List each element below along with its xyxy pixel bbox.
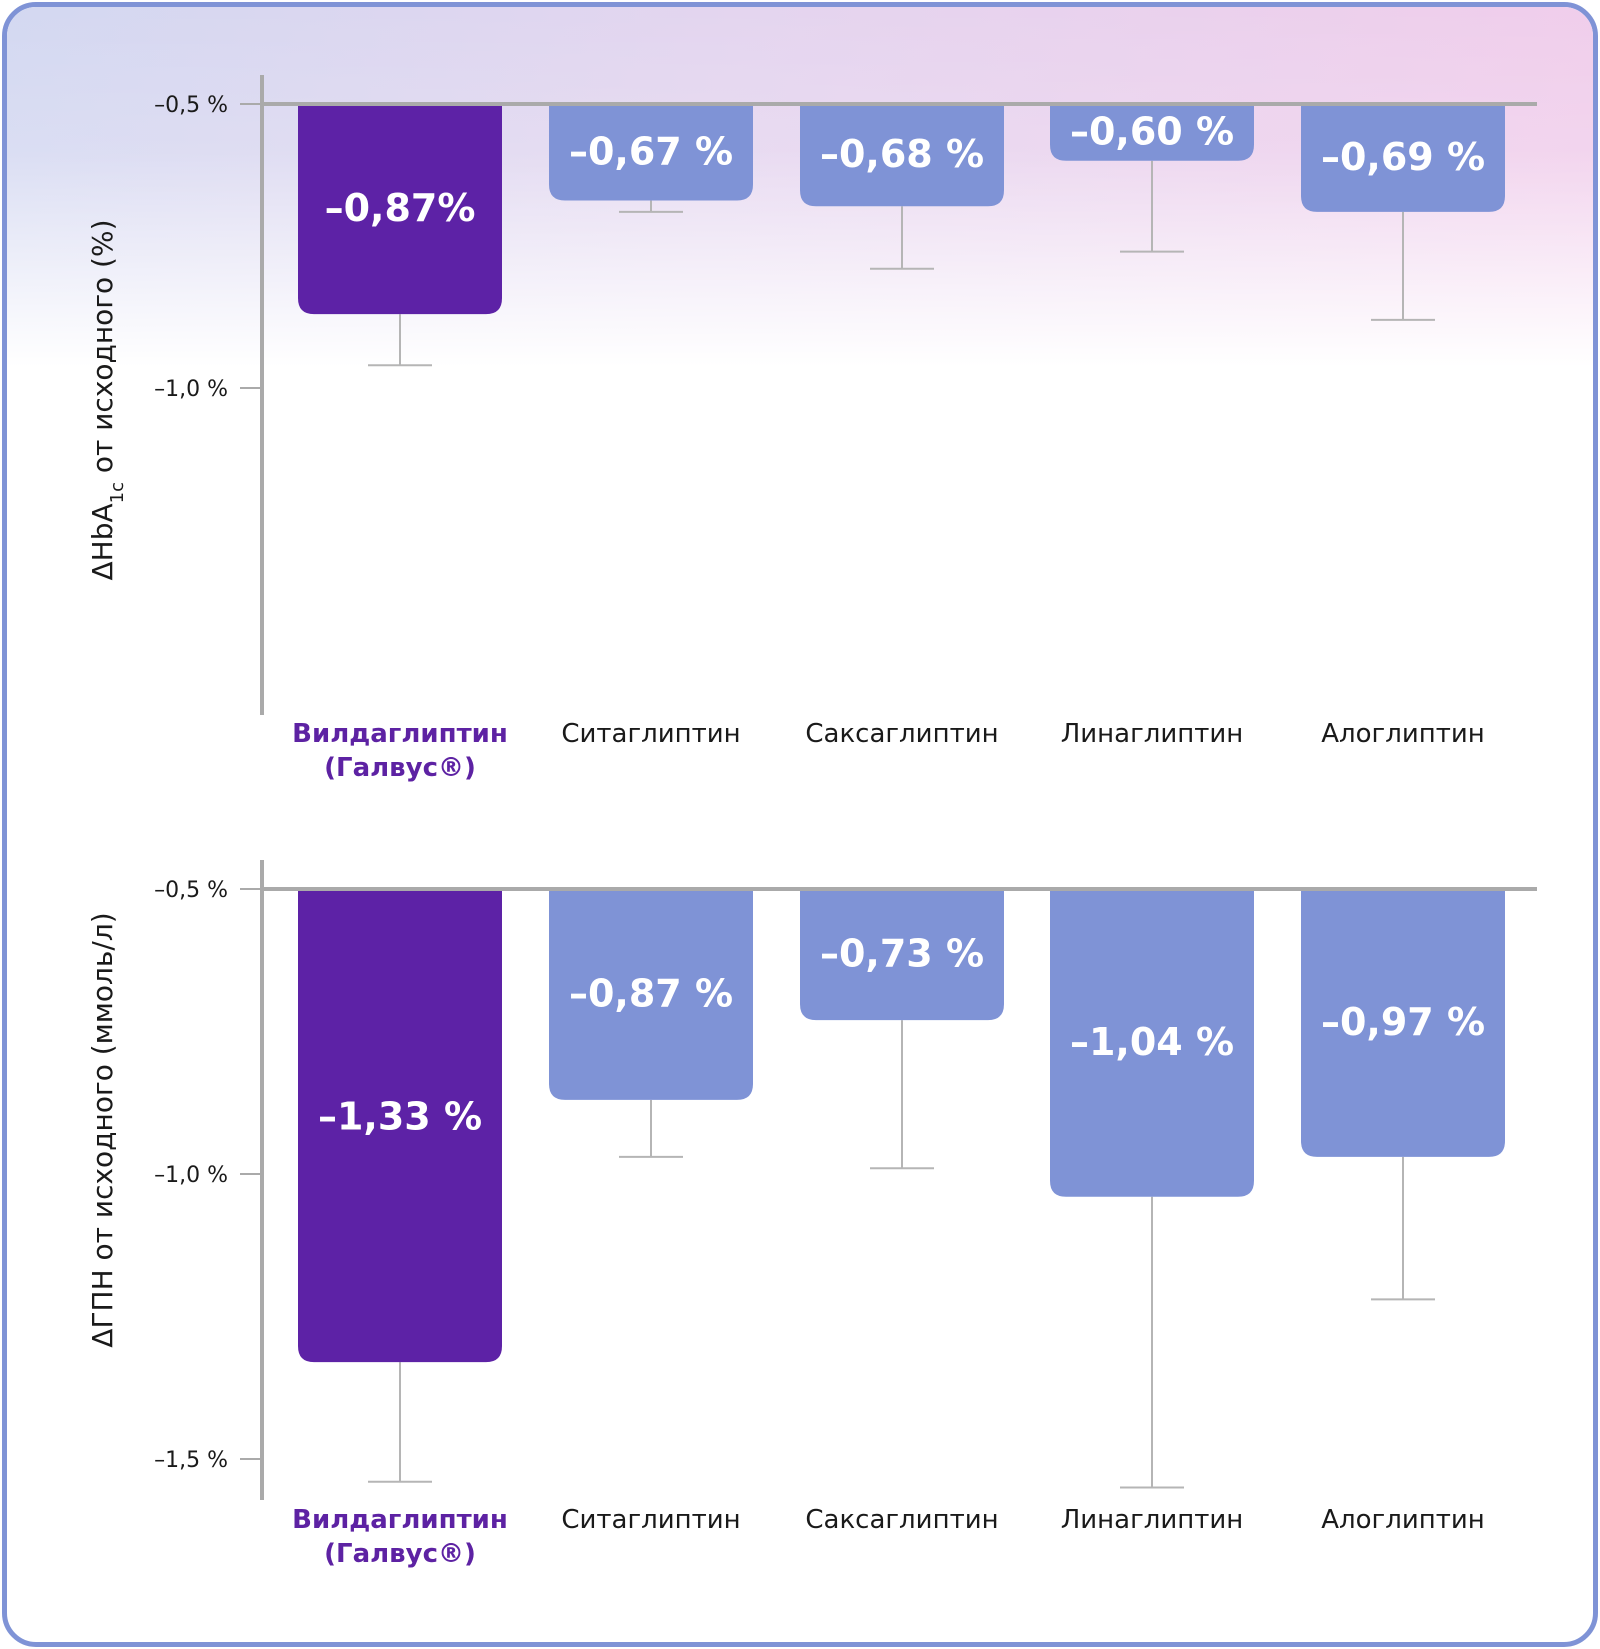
x-category-label: Саксаглиптин <box>805 719 998 749</box>
bar-value-label: –0,69 % <box>1321 135 1485 179</box>
bar-1 <box>549 104 753 201</box>
x-category-label: (Галвус®) <box>324 753 476 783</box>
x-category-label: Линаглиптин <box>1061 719 1244 749</box>
bar-value-label: –0,87% <box>325 186 476 230</box>
y-tick-label: –1,0 % <box>154 1163 228 1188</box>
x-category-label: Саксаглиптин <box>805 1505 998 1535</box>
bar-0 <box>298 104 502 315</box>
bar-value-label: –0,60 % <box>1070 109 1234 153</box>
x-category-label: Алоглиптин <box>1321 719 1485 749</box>
bar-value-label: –0,68 % <box>820 132 984 176</box>
x-category-label: Алоглиптин <box>1321 1505 1485 1535</box>
x-category-label: (Галвус®) <box>324 1539 476 1569</box>
bar-1 <box>549 889 753 1100</box>
bar-2 <box>800 104 1004 207</box>
bar-3 <box>1050 104 1254 161</box>
x-category-label: Ситаглиптин <box>561 719 740 749</box>
x-category-label: Вилдаглиптин <box>292 719 508 749</box>
chart-hba1c: –0,87% –0,67 % –0,68 % –0,60 % –0,69 % –0,5 %… <box>86 75 1537 783</box>
y-tick-label: –1,0 % <box>154 377 228 402</box>
bar-value-label: –1,33 % <box>318 1094 482 1138</box>
bar-4 <box>1301 889 1505 1157</box>
bar-value-label: –0,67 % <box>569 129 733 173</box>
y-tick-label: –1,5 % <box>154 1448 228 1473</box>
bar-2 <box>800 889 1004 1021</box>
bar-3 <box>1050 889 1254 1197</box>
x-category-label: Вилдаглиптин <box>292 1505 508 1535</box>
x-category-label: Линаглиптин <box>1061 1505 1244 1535</box>
bar-0 <box>298 889 502 1363</box>
bar-value-label: –0,87 % <box>569 971 733 1015</box>
y-tick-label: –0,5 % <box>154 93 228 118</box>
x-category-label: Ситаглиптин <box>561 1505 740 1535</box>
bar-value-label: –0,73 % <box>820 932 984 976</box>
y-axis-title: ΔГПН от исходного (ммоль/л) <box>86 912 119 1347</box>
chart-fpg: –1,33 % –0,87 % –0,73 % –1,04 % –0,97 % –0,5 … <box>86 860 1537 1569</box>
bar-4 <box>1301 104 1505 212</box>
bar-value-label: –0,97 % <box>1321 1000 1485 1044</box>
y-tick-label: –0,5 % <box>154 878 228 903</box>
y-axis-title: ΔHbA1c от исходного (%) <box>86 219 128 580</box>
bar-value-label: –1,04 % <box>1070 1020 1234 1064</box>
